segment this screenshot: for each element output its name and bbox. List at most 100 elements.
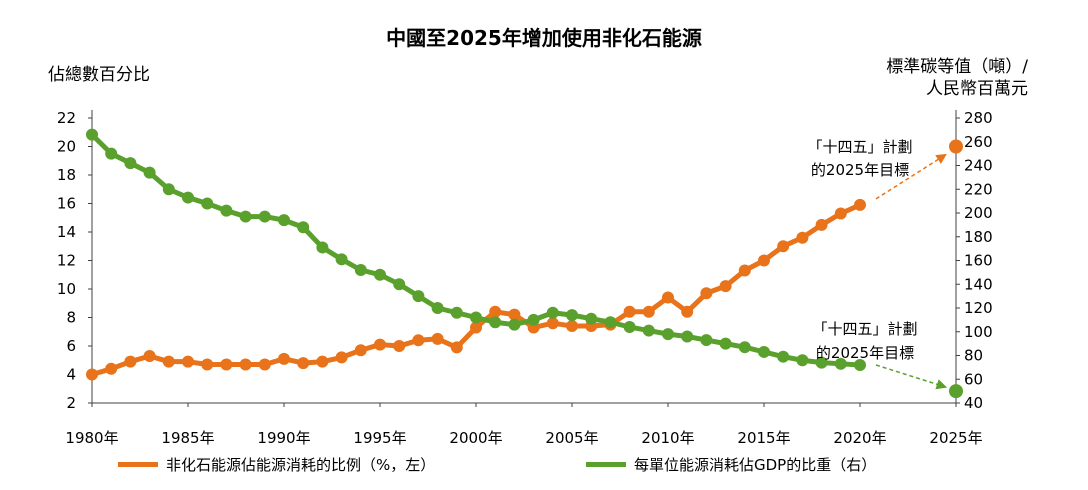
data-point-series-1 [700, 334, 713, 347]
annotation-line1: 「十四五」計劃 [812, 320, 917, 338]
legend-swatch-orange [118, 462, 158, 467]
data-point-series-0 [546, 317, 559, 330]
x-tick-label: 2010年 [641, 429, 694, 447]
data-point-series-1 [278, 214, 290, 227]
left-axis-title: 佔總數百分比 [48, 65, 150, 85]
data-point-series-0 [854, 198, 866, 211]
data-point-series-0 [297, 357, 310, 370]
data-point-series-0 [182, 355, 194, 368]
data-point-series-1 [431, 302, 444, 314]
left-tick-label: 16 [57, 195, 76, 213]
data-point-series-0 [105, 362, 118, 375]
data-point-series-0 [278, 352, 290, 365]
data-point-series-1 [585, 312, 598, 325]
data-point-series-1 [834, 357, 847, 370]
data-point-series-1 [182, 191, 194, 204]
x-tick-label: 1980年 [65, 429, 118, 447]
data-point-series-1 [566, 309, 578, 322]
x-tick-label: 2020年 [833, 429, 886, 447]
data-point-series-0 [623, 305, 636, 318]
data-point-series-1 [354, 264, 367, 276]
annotation-line1: 「十四五」計劃 [807, 138, 912, 156]
right-tick-label: 240 [964, 157, 993, 175]
data-point-series-1 [124, 157, 137, 170]
data-point-series-1 [815, 356, 828, 369]
data-point-series-1 [470, 311, 482, 324]
right-tick-label: 80 [964, 347, 983, 365]
data-point-series-1 [297, 221, 310, 234]
data-point-series-1 [508, 318, 521, 331]
data-point-series-1 [623, 321, 636, 333]
data-point-series-1 [662, 328, 674, 341]
data-point-series-0 [815, 218, 828, 231]
target-arrow-series-1 [875, 364, 948, 390]
left-tick-label: 18 [57, 166, 76, 184]
data-point-series-1 [258, 210, 271, 223]
data-point-series-0 [374, 338, 386, 351]
data-point-series-1 [642, 324, 655, 337]
data-point-series-1 [162, 183, 175, 196]
data-point-series-1 [201, 197, 214, 210]
right-tick-label: 260 [964, 133, 993, 151]
right-axis-title: 標準碳等值（噸）/ 人民幣百萬元 [788, 56, 1028, 100]
data-point-series-0 [86, 368, 98, 381]
data-point-series-1 [450, 306, 463, 319]
data-point-series-1 [143, 166, 156, 179]
data-point-series-0 [796, 231, 809, 244]
data-point-series-1 [681, 330, 694, 343]
right-tick-label: 220 [964, 180, 993, 198]
data-point-series-0 [393, 340, 406, 352]
data-point-series-0 [220, 358, 233, 371]
data-point-series-0 [489, 305, 502, 318]
data-point-series-0 [143, 349, 156, 362]
data-point-series-1 [796, 354, 809, 367]
data-point-series-1 [777, 350, 790, 363]
data-point-series-1 [86, 128, 98, 141]
x-tick-label: 1990年 [257, 429, 310, 447]
data-point-series-0 [258, 358, 271, 371]
x-tick-label: 1995年 [353, 429, 406, 447]
data-point-series-1 [604, 316, 617, 329]
legend-label-orange: 非化石能源佔能源消耗的比例（%，左） [166, 456, 436, 474]
data-point-series-0 [201, 358, 214, 371]
right-tick-label: 60 [964, 370, 983, 388]
right-axis-title-line2: 人民幣百萬元 [926, 79, 1028, 99]
right-tick-label: 180 [964, 228, 993, 246]
data-point-series-0 [316, 355, 329, 368]
data-point-series-1 [854, 359, 866, 371]
left-tick-label: 22 [57, 109, 76, 127]
data-point-series-0 [758, 254, 770, 267]
data-point-series-1 [412, 290, 425, 303]
right-tick-label: 100 [964, 323, 993, 341]
left-tick-label: 10 [57, 280, 76, 298]
data-point-series-0 [239, 358, 252, 371]
data-point-series-1 [527, 313, 540, 326]
right-tick-label: 160 [964, 252, 993, 270]
legend-item-orange: 非化石能源佔能源消耗的比例（%，左） [118, 454, 435, 475]
x-tick-label: 1985年 [161, 429, 214, 447]
chart-title: 中國至2025年增加使用非化石能源 [386, 26, 702, 50]
data-point-series-1 [220, 204, 233, 217]
right-tick-label: 200 [964, 204, 993, 222]
data-point-series-1 [758, 345, 770, 358]
target-point-series-0 [949, 139, 963, 154]
data-point-series-0 [470, 321, 482, 334]
data-point-series-1 [393, 278, 406, 291]
left-tick-label: 8 [66, 309, 76, 327]
right-tick-label: 120 [964, 299, 993, 317]
x-tick-label: 2015年 [737, 429, 790, 447]
data-point-series-1 [738, 341, 751, 354]
legend-swatch-green [586, 462, 626, 467]
data-point-series-0 [662, 291, 674, 304]
legend-label-green: 每單位能源消耗佔GDP的比重（右） [634, 456, 877, 474]
data-point-series-0 [719, 280, 732, 293]
data-point-series-0 [354, 344, 367, 357]
data-point-series-1 [374, 268, 386, 281]
right-tick-label: 40 [964, 394, 983, 412]
annotation-line2: 的2025年目標 [816, 344, 914, 362]
annotation-line2: 的2025年目標 [811, 161, 909, 179]
data-point-series-0 [642, 305, 655, 318]
x-tick-label: 2025年 [929, 429, 982, 447]
left-tick-label: 2 [66, 394, 76, 412]
